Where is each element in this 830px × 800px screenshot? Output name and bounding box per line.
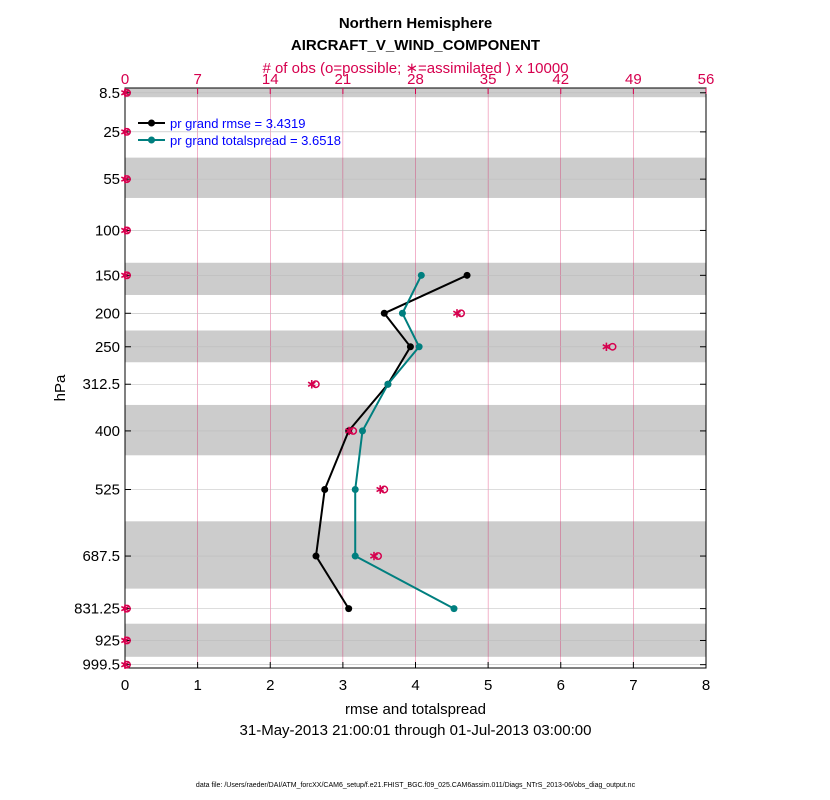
axis-ticks: 0 1 2 3 4 5 6 7 80 7 14 21 28 35 42 49 568.5255510015020… — [74, 71, 714, 694]
x-tick-label: 8 — [702, 677, 710, 694]
obs-assimilated-marker — [120, 174, 130, 184]
rmse-line — [314, 274, 468, 610]
obs-assimilated-marker — [120, 660, 130, 669]
totalspread-point — [358, 427, 366, 435]
x-tick-label: 3 — [339, 677, 347, 694]
rmse-point — [312, 552, 320, 560]
legend-spread-label: pr grand totalspread = 3.6518 — [170, 133, 341, 148]
legend-rmse-label: pr grand rmse = 3.4319 — [170, 116, 306, 131]
y-tick-label: 312.5 — [82, 376, 120, 393]
top-x-tick-label: 42 — [552, 71, 569, 88]
rmse-point — [463, 271, 471, 279]
y-tick-label: 100 — [95, 222, 120, 239]
rmse-point — [406, 343, 414, 351]
y-tick-label: 831.25 — [74, 601, 120, 618]
top-x-tick-label: 0 — [121, 71, 129, 88]
legend-rmse-marker — [148, 119, 155, 127]
x-tick-label: 6 — [557, 677, 565, 694]
totalspread-point — [417, 271, 425, 279]
y-tick-label: 400 — [95, 423, 120, 440]
y-tick-label: 687.5 — [82, 548, 120, 565]
obs-assimilated-marker — [452, 309, 462, 318]
top-x-tick-label: 14 — [262, 71, 279, 88]
obs-assimilated-marker — [369, 551, 379, 561]
y-tick-label: 25 — [103, 124, 120, 141]
legend-spread-marker — [148, 136, 155, 144]
rmse-point — [380, 309, 388, 317]
y-tick-label: 150 — [95, 267, 120, 284]
y-tick-label: 925 — [95, 632, 120, 649]
totalspread-point — [398, 309, 406, 317]
totalspread-point — [351, 552, 359, 560]
obs-assimilated-marker — [120, 226, 130, 235]
top-x-tick-label: 35 — [480, 71, 497, 88]
obs-assimilated-marker — [120, 88, 130, 97]
obs-assimilated-marker — [120, 604, 130, 613]
x-tick-label: 4 — [411, 677, 419, 694]
totalspread-point — [351, 485, 359, 493]
obs-markers — [120, 88, 617, 669]
totalspread-point — [450, 605, 458, 613]
x-tick-label: 1 — [193, 677, 201, 694]
y-tick-label: 200 — [95, 305, 120, 322]
x-tick-label: 2 — [266, 677, 274, 694]
obs-assimilated-marker — [120, 127, 130, 137]
y-axis-label: hPa — [52, 374, 69, 401]
x-axis-label: rmse and totalspread — [345, 701, 486, 718]
obs-assimilated-marker — [602, 342, 611, 351]
obs-assimilated-marker — [120, 271, 130, 280]
top-x-tick-label: 21 — [335, 71, 352, 88]
x-tick-label: 5 — [484, 677, 492, 694]
obs-assimilated-marker — [376, 485, 385, 494]
totalspread-point — [384, 380, 392, 388]
obs-possible-marker — [608, 342, 617, 351]
totalspread-point — [415, 343, 423, 351]
y-tick-label: 250 — [95, 339, 120, 356]
y-tick-label: 999.5 — [82, 657, 120, 674]
footnote: data file: /Users/raeder/DAI/ATM_forcXX/… — [196, 782, 636, 789]
x-tick-label: 7 — [629, 677, 637, 694]
y-tick-label: 55 — [103, 171, 120, 188]
x-tick-label: 0 — [121, 677, 129, 694]
legend: pr grand rmse = 3.4319 pr grand totalspr… — [138, 116, 341, 148]
data-series — [312, 271, 471, 613]
top-x-tick-label: 7 — [193, 71, 201, 88]
obs-assimilated-marker — [345, 426, 354, 436]
chart-title: Northern Hemisphere — [339, 15, 492, 32]
rmse-point — [345, 605, 353, 613]
y-tick-label: 525 — [95, 481, 120, 498]
totalspread-line — [354, 274, 455, 610]
top-axis-label: # of obs (o=possible; ∗=assimilated ) x … — [262, 60, 568, 77]
chart-subtitle: AIRCRAFT_V_WIND_COMPONENT — [291, 37, 540, 54]
top-x-tick-label: 49 — [625, 71, 642, 88]
top-x-tick-label: 56 — [698, 71, 715, 88]
obs-assimilated-marker — [120, 636, 130, 645]
top-x-tick-label: 28 — [407, 71, 424, 88]
y-tick-label: 8.5 — [99, 85, 120, 102]
obs-assimilated-marker — [307, 380, 316, 389]
rmse-point — [321, 485, 329, 493]
date-range: 31-May-2013 21:00:01 through 01-Jul-2013… — [240, 722, 592, 739]
